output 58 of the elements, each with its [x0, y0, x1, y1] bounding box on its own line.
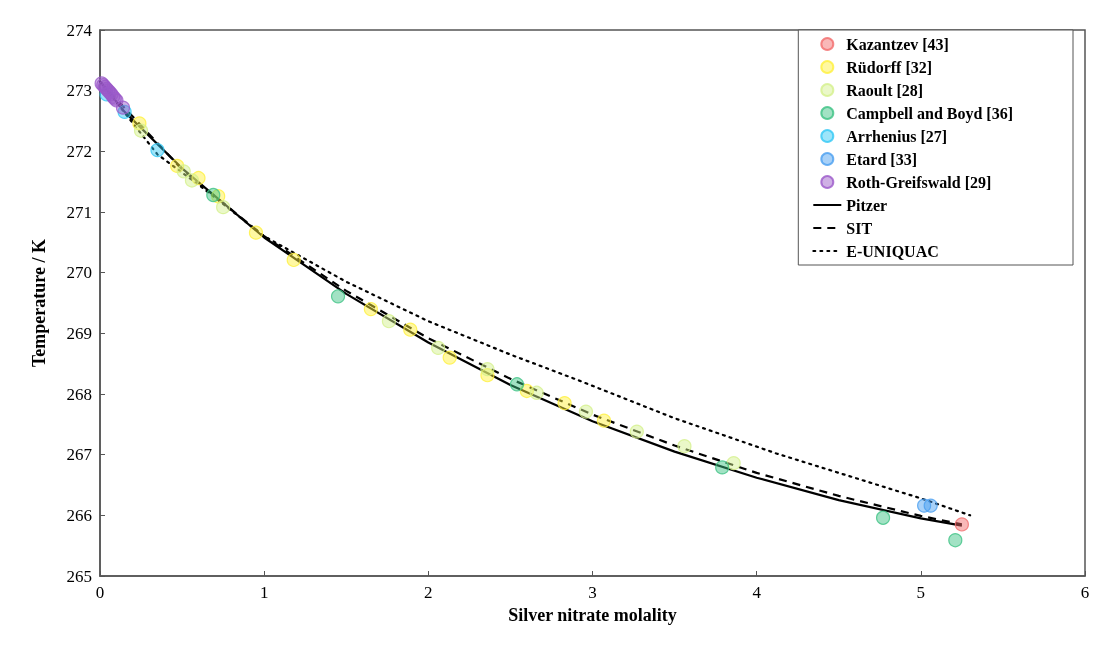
point	[529, 385, 544, 400]
point	[954, 517, 969, 532]
legend-label: Roth-Greifswald [29]	[846, 173, 992, 191]
legend-label: SIT	[846, 219, 873, 237]
x-tick-label: 1	[259, 583, 269, 602]
point	[596, 413, 612, 428]
point	[206, 187, 221, 203]
point	[923, 498, 938, 513]
y-tick-label: 274	[66, 20, 93, 40]
y-tick-label: 267	[66, 445, 93, 465]
x-tick-label: 0	[95, 583, 105, 602]
point	[330, 289, 346, 304]
legend-label: Campbell and Boyd [36]	[846, 104, 1014, 123]
point	[150, 143, 165, 158]
point	[875, 510, 891, 525]
y-tick-label: 269	[66, 323, 92, 343]
y-tick-label: 270	[66, 263, 92, 283]
point	[629, 424, 644, 439]
x-tick-label: 2	[424, 583, 433, 602]
point	[509, 377, 525, 392]
x-tick-label: 4	[752, 583, 762, 602]
legend-label: Rüdorff [32]	[846, 58, 933, 76]
legend-label: Etard [33]	[846, 150, 917, 168]
point	[726, 456, 741, 471]
point	[184, 173, 200, 188]
point	[381, 314, 397, 329]
point	[403, 322, 418, 337]
point	[578, 404, 594, 419]
point	[248, 225, 264, 240]
legend-label: Arrhenius [27]	[846, 127, 948, 145]
point	[480, 362, 495, 377]
x-axis-title: Silver nitrate molality	[508, 604, 677, 625]
point	[557, 396, 572, 411]
y-tick-label: 265	[66, 566, 92, 586]
x-tick-label: 6	[1080, 583, 1090, 602]
point	[176, 164, 191, 179]
point	[948, 533, 963, 548]
y-axis-title: Temperature / K	[29, 239, 49, 367]
y-tick-label: 271	[66, 202, 92, 222]
y-tick-label: 266	[66, 505, 92, 525]
point	[363, 301, 378, 317]
y-tick-label: 273	[66, 81, 92, 101]
point	[431, 340, 446, 355]
y-tick-label: 268	[66, 384, 92, 404]
x-tick-label: 5	[916, 583, 926, 602]
legend-label: Pitzer	[846, 196, 888, 214]
point	[286, 252, 301, 268]
point	[442, 350, 457, 365]
legend-label: Raoult [28]	[846, 81, 924, 99]
point	[715, 460, 730, 475]
point	[133, 123, 149, 138]
legend-label: Kazantzev [43]	[846, 35, 949, 53]
point	[115, 100, 131, 115]
legend-label: E-UNIQUAC	[846, 242, 939, 260]
point	[216, 200, 231, 215]
point	[677, 439, 692, 454]
y-tick-label: 272	[66, 141, 92, 161]
x-tick-label: 3	[588, 583, 597, 602]
